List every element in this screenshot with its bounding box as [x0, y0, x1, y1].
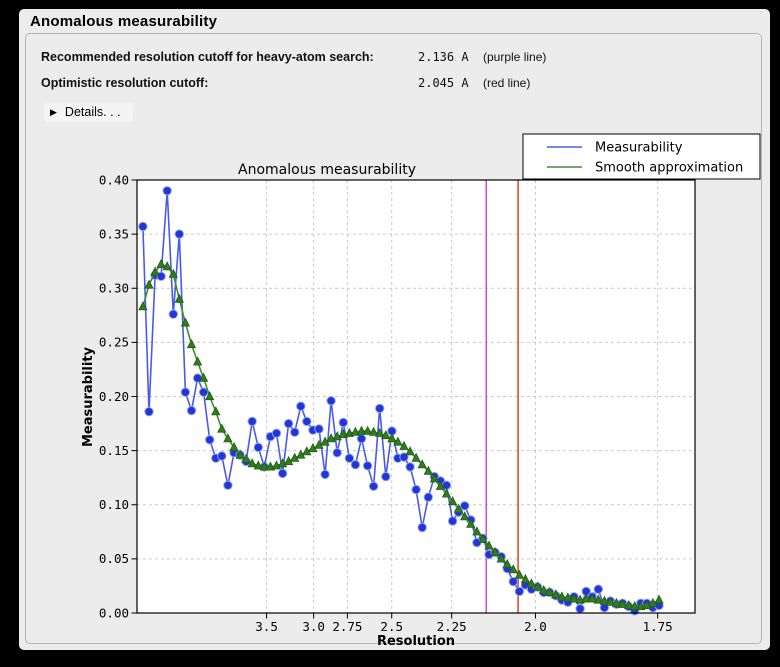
details-disclosure[interactable]: ▶ Details. . . [44, 103, 133, 122]
recommended-cutoff-label: Recommended resolution cutoff for heavy-… [41, 50, 374, 64]
series-smooth-approximation [138, 258, 664, 611]
svg-text:2.5: 2.5 [380, 619, 403, 634]
chart-title: Anomalous measurability [238, 162, 416, 178]
optimistic-cutoff-value: 2.045 A [418, 76, 469, 90]
chart-legend: Measurability Smooth approximation [522, 133, 761, 180]
recommended-cutoff-value: 2.136 A [418, 50, 469, 64]
svg-text:1.75: 1.75 [643, 619, 673, 634]
measurability-chart[interactable]: 0.00 0.05 0.10 0.15 0.20 0.25 0.30 0.35 0.40 3.5 3… [76, 130, 768, 650]
svg-text:3.0: 3.0 [302, 619, 325, 634]
svg-text:0.25: 0.25 [99, 335, 129, 350]
recommended-cutoff-note: (purple line) [483, 50, 547, 64]
svg-text:2.0: 2.0 [524, 619, 547, 634]
results-groupbox [25, 33, 762, 644]
details-label: Details. . . [64, 105, 121, 119]
x-axis-label: Resolution [377, 634, 455, 649]
y-axis-label: Measurability [81, 346, 96, 447]
svg-text:Resolution: Resolution [377, 634, 455, 649]
disclosure-triangle-icon: ▶ [50, 107, 57, 117]
svg-text:0.00: 0.00 [99, 605, 129, 620]
x-axis-ticks: 3.5 3.0 2.75 2.5 2.25 2.0 1.75 [255, 613, 673, 634]
svg-text:0.15: 0.15 [99, 443, 129, 458]
svg-text:0.35: 0.35 [99, 226, 129, 241]
svg-text:Smooth approximation: Smooth approximation [595, 161, 743, 176]
section-title: Anomalous measurability [30, 13, 218, 30]
svg-text:0.20: 0.20 [99, 389, 129, 404]
svg-text:0.40: 0.40 [99, 172, 129, 187]
chart-svg[interactable]: 0.000.050.100.150.200.250.300.350.403.5 3… [76, 130, 768, 650]
svg-text:0.10: 0.10 [99, 497, 129, 512]
svg-text:3.5: 3.5 [255, 619, 278, 634]
svg-text:0.30: 0.30 [99, 281, 129, 296]
svg-text:2.25: 2.25 [437, 619, 467, 634]
optimistic-cutoff-label: Optimistic resolution cutoff: [41, 76, 209, 90]
svg-text:0.05: 0.05 [99, 551, 129, 566]
report-panel: Anomalous measurability Recommended reso… [19, 9, 770, 650]
svg-text:2.75: 2.75 [332, 619, 362, 634]
svg-text:Anomalous measurability: Anomalous measurability [238, 162, 416, 178]
optimistic-cutoff-note: (red line) [483, 76, 531, 90]
svg-text:Measurability: Measurability [81, 346, 96, 447]
svg-text:Measurability: Measurability [595, 141, 683, 156]
y-axis-ticks: 0.00 0.05 0.10 0.15 0.20 0.25 0.30 0.35 0.40 [99, 172, 137, 620]
